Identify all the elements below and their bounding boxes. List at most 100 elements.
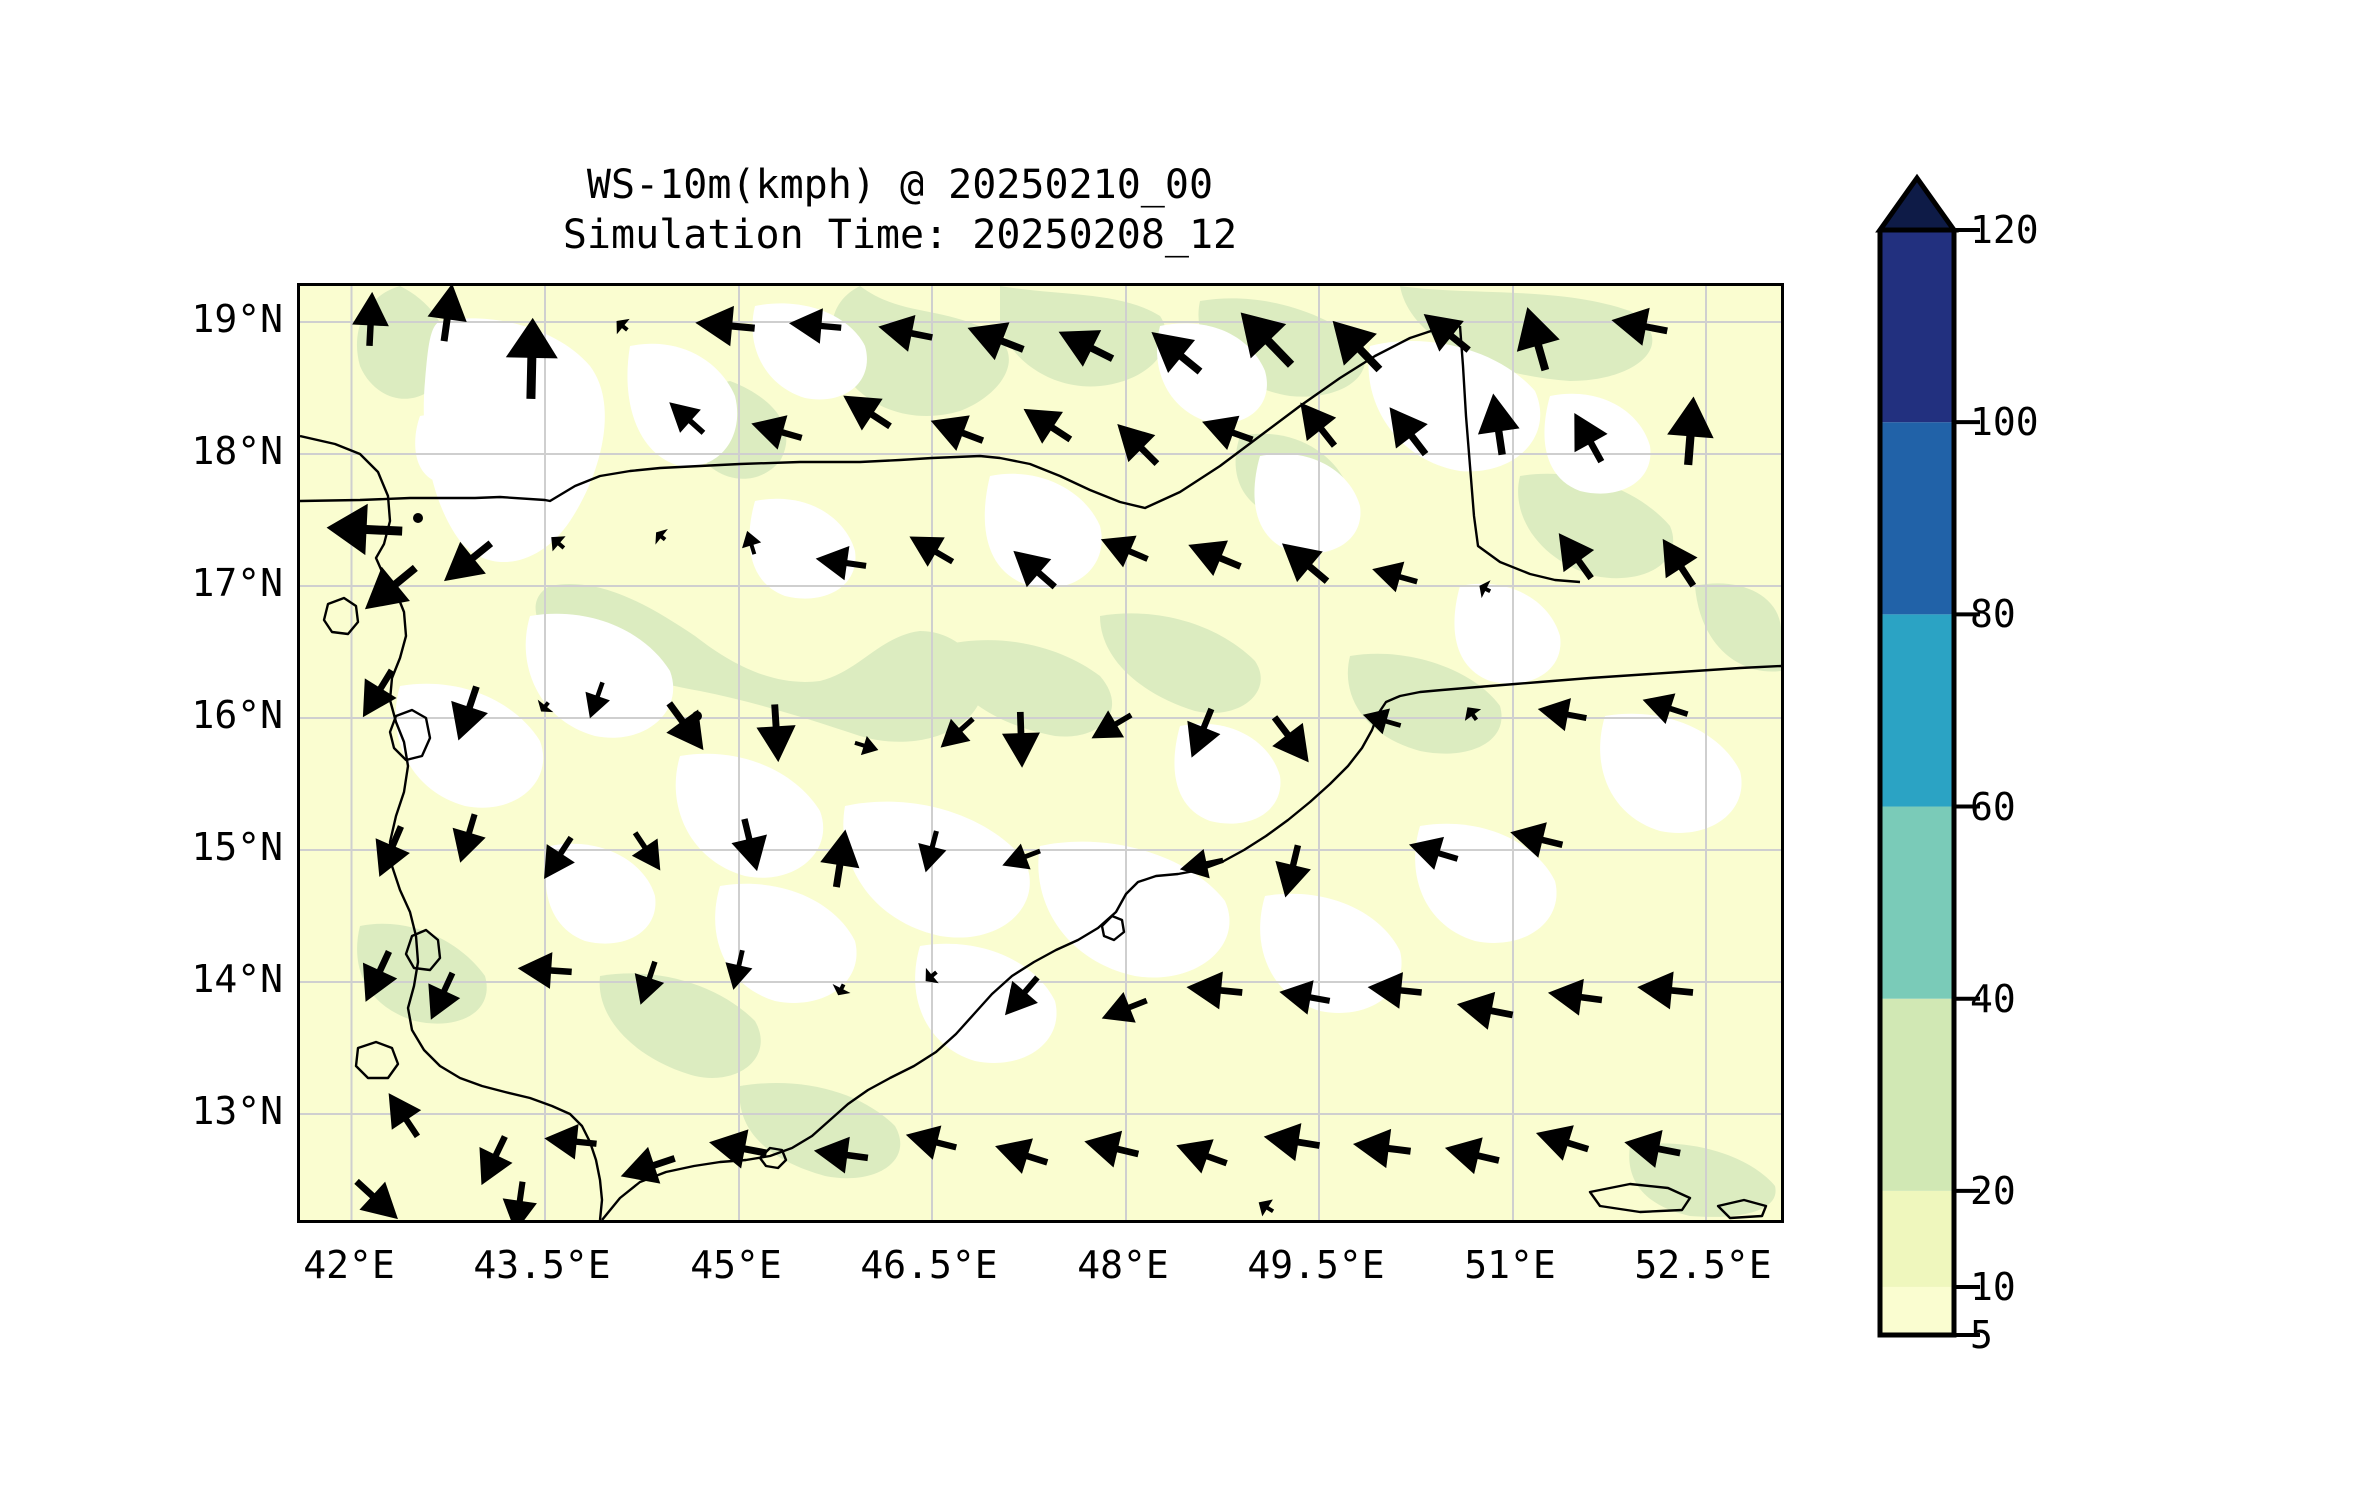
wind-vector-68 (1275, 844, 1311, 898)
wind-vector-86 (388, 1093, 422, 1139)
wind-vector-14 (1611, 307, 1668, 346)
wind-vector-41 (1558, 533, 1595, 581)
wind-vector-53 (1187, 707, 1221, 758)
wind-vector-83 (1456, 991, 1514, 1030)
wind-vector-98 (1444, 1137, 1500, 1175)
colorbar-band-40-60 (1880, 806, 1954, 999)
wind-vector-0 (352, 291, 389, 347)
wind-vector-15 (669, 402, 706, 435)
colorbar-tick-label-40: 40 (1970, 976, 2016, 1021)
wind-vector-65 (918, 830, 947, 873)
colorbar-band-20-40 (1880, 998, 1954, 1191)
ytick-label-16: 16°N (191, 693, 283, 737)
wind-vector-70 (1510, 822, 1564, 858)
wind-vector-89 (620, 1146, 676, 1184)
wind-vector-59 (375, 825, 410, 877)
wind-vector-54 (1271, 715, 1309, 763)
colorbar-tick-label-5: 5 (1970, 1313, 1993, 1357)
wind-vector-2 (505, 317, 558, 399)
wind-vector-75 (725, 949, 753, 990)
wind-vector-48 (756, 704, 796, 763)
colorbar-ticks (1954, 228, 1980, 1337)
wind-vector-27 (326, 503, 403, 556)
wind-vector-4 (695, 305, 756, 347)
map-canvas (300, 286, 1781, 1220)
wind-vector-94 (1084, 1130, 1140, 1168)
wind-vector-field (326, 286, 1714, 1220)
wind-vector-38 (1282, 543, 1330, 584)
wind-vector-23 (1389, 407, 1429, 457)
coastal-inlet-aden (758, 1146, 788, 1170)
colorbar-band-80-100 (1880, 422, 1954, 615)
wind-vector-37 (1188, 540, 1242, 577)
wind-vector-95 (1176, 1139, 1228, 1174)
wind-vector-9 (1151, 331, 1203, 375)
colorbar-band-10-20 (1880, 1190, 1954, 1287)
ytick-label-18: 18°N (191, 429, 283, 473)
wind-vector-13 (1516, 307, 1560, 372)
wind-vector-43 (362, 668, 397, 718)
wind-vector-100 (1624, 1129, 1681, 1168)
xtick-label-5: 49.5°E (1247, 1243, 1385, 1287)
border-saudi-yemen (300, 324, 1461, 510)
wind-vector-39 (1372, 561, 1418, 593)
wind-vector-20 (1117, 424, 1160, 467)
wind-vector-93 (995, 1138, 1049, 1174)
colorbar-band-100-120 (1880, 230, 1954, 423)
wind-vector-45 (537, 699, 554, 713)
xtick-label-0: 42°E (303, 1243, 395, 1287)
wind-vector-51 (1001, 711, 1040, 768)
wind-vector-11 (1332, 320, 1383, 373)
wind-vector-102 (502, 1181, 537, 1220)
wind-vector-87 (479, 1135, 513, 1186)
wind-vector-24 (1477, 393, 1520, 456)
wind-vector-62 (631, 831, 661, 871)
wind-vector-66 (1002, 843, 1041, 870)
ytick-label-15: 15°N (191, 825, 283, 869)
wind-vector-6 (878, 314, 933, 352)
wind-vector-1 (427, 286, 467, 342)
island-abd-al-kuri (1716, 1198, 1768, 1220)
colorbar-tick-label-10: 10 (1970, 1264, 2016, 1309)
wind-vector-55 (1362, 708, 1402, 735)
wind-vector-36 (1100, 535, 1149, 568)
wind-vector-19 (1023, 408, 1073, 444)
island-red-sea-2 (388, 708, 432, 762)
map-plot-area[interactable] (297, 283, 1784, 1223)
wind-vector-12 (1423, 314, 1471, 353)
wind-vector-81 (1279, 980, 1331, 1015)
wind-vector-31 (655, 528, 668, 545)
title-line-1: WS-10m(kmph) @ 20250210_00 (586, 162, 1214, 208)
xtick-label-1: 43.5°E (473, 1243, 611, 1287)
wind-vector-18 (930, 415, 985, 451)
border-oman-yemen (1458, 325, 1581, 584)
wind-vector-101 (354, 1178, 398, 1220)
colorbar-outline (1877, 230, 1957, 1338)
wind-vector-16 (751, 415, 803, 450)
wind-vector-33 (815, 545, 867, 581)
wind-vector-67 (1179, 849, 1224, 879)
wind-vector-84 (1547, 978, 1603, 1016)
ytick-label-13: 13°N (191, 1089, 283, 1133)
wind-vector-58 (1642, 693, 1689, 724)
xtick-label-3: 46.5°E (860, 1243, 998, 1287)
wind-vector-30 (551, 536, 566, 552)
wind-vector-46 (585, 681, 610, 719)
wind-vector-57 (1537, 698, 1587, 732)
wind-vector-82 (1367, 972, 1422, 1009)
island-red-sea-1 (322, 596, 360, 636)
wind-vector-103 (1258, 1199, 1275, 1217)
colorbar-band-5-10 (1880, 1286, 1954, 1335)
wind-vector-80 (1186, 971, 1243, 1010)
colorbar[interactable]: 5 10 20 40 60 80 100 120 (1862, 170, 2262, 1357)
colorbar-tick-label-20: 20 (1970, 1168, 2016, 1213)
wind-vector-71 (362, 950, 398, 1002)
wind-vector-34 (909, 536, 955, 567)
ytick-label-17: 17°N (191, 561, 283, 605)
colorbar-band-60-80 (1880, 614, 1954, 807)
wind-vector-69 (1408, 836, 1459, 870)
wind-vector-52 (1091, 710, 1133, 739)
wind-vector-32 (742, 530, 762, 555)
coastal-inlet-mukalla (1100, 914, 1126, 942)
wind-vector-17 (843, 395, 892, 431)
